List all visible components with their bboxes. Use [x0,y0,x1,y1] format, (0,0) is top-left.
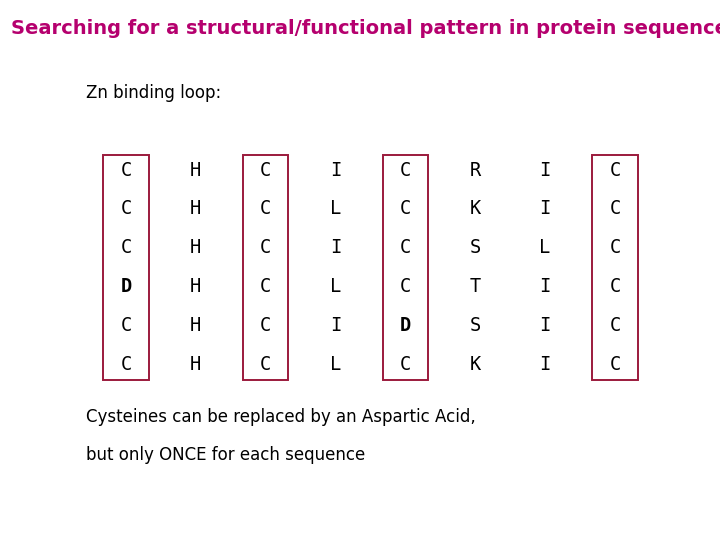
Text: Cysteines can be replaced by an Aspartic Acid,: Cysteines can be replaced by an Aspartic… [86,408,476,426]
Text: C: C [120,238,132,258]
Text: C: C [120,160,132,180]
Text: C: C [400,355,411,374]
Text: I: I [330,316,341,335]
Text: I: I [539,316,551,335]
Text: S: S [469,238,481,258]
Text: D: D [120,277,132,296]
Text: but only ONCE for each sequence: but only ONCE for each sequence [86,446,366,463]
Text: I: I [330,238,341,258]
Text: I: I [539,355,551,374]
Text: I: I [539,277,551,296]
Text: H: H [190,160,202,180]
Text: K: K [469,199,481,219]
Text: I: I [330,160,341,180]
Text: C: C [400,277,411,296]
Text: H: H [190,199,202,219]
Text: C: C [400,199,411,219]
Text: C: C [260,355,271,374]
Text: Zn binding loop:: Zn binding loop: [86,84,222,102]
Text: C: C [120,199,132,219]
Text: L: L [330,199,341,219]
Text: H: H [190,238,202,258]
Text: H: H [190,355,202,374]
Text: C: C [609,316,621,335]
Text: H: H [190,316,202,335]
Text: I: I [539,160,551,180]
Text: C: C [260,199,271,219]
Text: C: C [260,316,271,335]
Text: C: C [260,160,271,180]
Text: K: K [469,355,481,374]
Text: C: C [260,277,271,296]
Text: L: L [539,238,551,258]
Text: C: C [609,277,621,296]
Text: Searching for a structural/functional pattern in protein sequence: Searching for a structural/functional pa… [11,19,720,38]
Text: C: C [609,199,621,219]
Text: D: D [400,316,411,335]
Text: R: R [469,160,481,180]
Text: L: L [330,277,341,296]
Text: C: C [120,316,132,335]
Text: C: C [609,355,621,374]
Text: L: L [330,355,341,374]
Text: C: C [400,160,411,180]
Text: I: I [539,199,551,219]
Text: C: C [120,355,132,374]
Text: T: T [469,277,481,296]
Text: H: H [190,277,202,296]
Text: C: C [609,160,621,180]
Text: S: S [469,316,481,335]
Text: C: C [609,238,621,258]
Text: C: C [400,238,411,258]
Text: C: C [260,238,271,258]
